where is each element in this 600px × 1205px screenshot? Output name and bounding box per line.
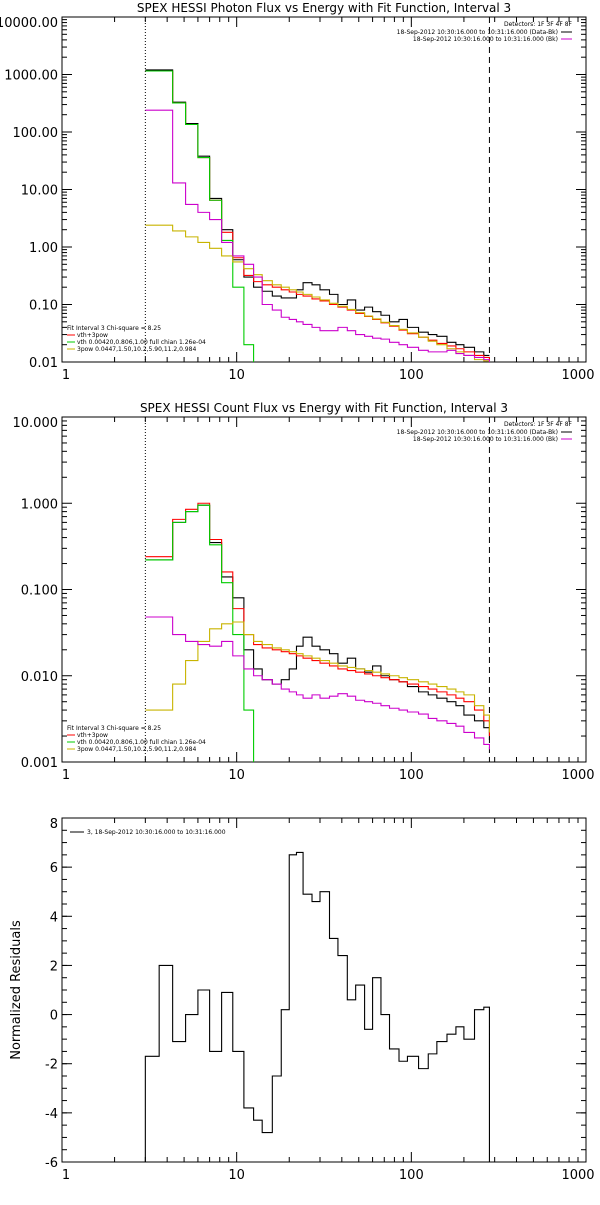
x-tick-label: 10 xyxy=(228,368,245,383)
series-line-4 xyxy=(145,616,490,750)
y-tick-label: 10.000 xyxy=(13,416,59,431)
series-line-4 xyxy=(145,109,490,362)
y-tick-label: 6 xyxy=(50,861,58,876)
y-tick-label: 1.00 xyxy=(29,241,58,256)
series-line-2 xyxy=(145,504,255,762)
series-line-0 xyxy=(145,69,490,356)
y-tick-label: 10.00 xyxy=(21,184,58,199)
x-tick-label: 100 xyxy=(399,1168,424,1183)
series-line-3 xyxy=(145,621,490,733)
y-tick-label: -2 xyxy=(45,1058,58,1073)
y-tick-label: 0.100 xyxy=(21,584,58,599)
series-line-2 xyxy=(145,70,255,362)
chart-title: SPEX HESSI Photon Flux vs Energy with Fi… xyxy=(137,1,511,15)
legend-label: 18-Sep-2012 10:30:16.000 to 10:31:16.000… xyxy=(413,36,558,43)
legend-label: 18-Sep-2012 10:30:16.000 to 10:31:16.000… xyxy=(397,429,558,436)
legend-label: 3pow 0.0447,1.50,10.2,5.90,11.2,0.984 xyxy=(77,746,196,753)
legend-fit-header: Fit Interval 3 Chi-square = 8.25 xyxy=(67,325,161,332)
y-tick-label: 0.10 xyxy=(29,299,58,314)
x-tick-label: 100 xyxy=(399,768,424,783)
x-tick-label: 1 xyxy=(62,1168,70,1183)
y-tick-label: 0.010 xyxy=(21,670,58,685)
legend-detectors: Detectors: 1F 3F 4F 8F xyxy=(504,421,573,428)
y-tick-label: 10000.00 xyxy=(0,16,58,31)
y-axis-label: Normalized Residuals xyxy=(9,920,24,1060)
series-line-1 xyxy=(145,502,490,737)
y-tick-label: -4 xyxy=(45,1107,58,1122)
legend-fit-header: Fit Interval 3 Chi-square = 8.25 xyxy=(67,725,161,732)
y-tick-label: 0.01 xyxy=(29,356,58,371)
y-tick-label: 0.001 xyxy=(21,756,58,771)
legend-label: vth+3pow xyxy=(77,732,108,739)
legend-label: 3, 18-Sep-2012 10:30:16.000 to 10:31:16.… xyxy=(87,829,226,836)
legend-label: vth 0.00420,0.806,1.00 full chian 1.26e-… xyxy=(77,339,206,346)
legend-label: vth+3pow xyxy=(77,332,108,339)
legend-label: vth 0.00420,0.806,1.00 full chian 1.26e-… xyxy=(77,739,206,746)
x-tick-label: 1000 xyxy=(561,1168,594,1183)
plot-frame xyxy=(61,817,587,1163)
legend-label: 3pow 0.0447,1.50,10.2,5.90,11.2,0.984 xyxy=(77,346,196,353)
chart-title: SPEX HESSI Count Flux vs Energy with Fit… xyxy=(140,401,508,415)
y-tick-label: 4 xyxy=(50,910,58,925)
x-tick-label: 10 xyxy=(228,1168,245,1183)
y-tick-label: 8 xyxy=(50,817,58,832)
plot-frame xyxy=(61,416,587,763)
legend-label: 18-Sep-2012 10:30:16.000 to 10:31:16.000… xyxy=(397,29,558,36)
series-line-1 xyxy=(145,70,490,360)
legend-label: 18-Sep-2012 10:30:16.000 to 10:31:16.000… xyxy=(413,436,558,443)
x-tick-label: 10 xyxy=(228,768,245,783)
x-tick-label: 1000 xyxy=(561,768,594,783)
series-line-3 xyxy=(145,224,490,362)
plot-frame xyxy=(61,16,587,363)
y-tick-label: 1.000 xyxy=(21,497,58,512)
y-tick-label: 1000.00 xyxy=(4,69,58,84)
legend-detectors: Detectors: 1F 3F 4F 8F xyxy=(504,21,573,28)
y-tick-label: -6 xyxy=(45,1156,58,1171)
series-line-0 xyxy=(145,504,490,740)
x-tick-label: 1 xyxy=(62,768,70,783)
x-tick-label: 100 xyxy=(399,368,424,383)
x-tick-label: 1000 xyxy=(561,368,594,383)
y-tick-label: 2 xyxy=(50,959,58,974)
y-tick-label: 100.00 xyxy=(13,126,59,141)
x-tick-label: 1 xyxy=(62,368,70,383)
series-line-0 xyxy=(144,851,490,1162)
y-tick-label: 0 xyxy=(50,1009,58,1024)
